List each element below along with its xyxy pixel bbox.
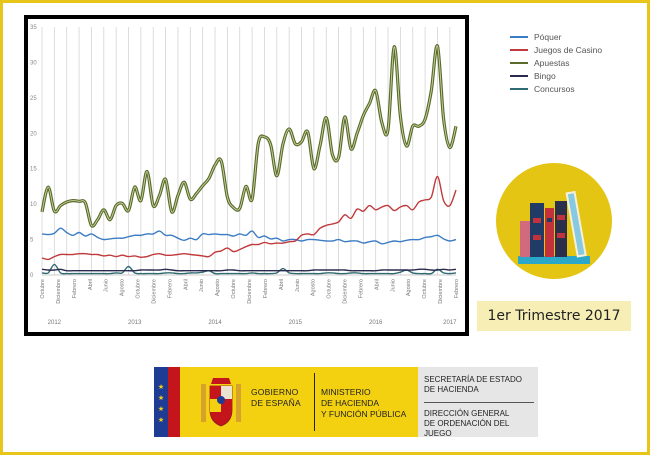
legend-swatch — [510, 61, 528, 64]
year-label: 2017 — [443, 320, 457, 326]
x-tick-label: Febrero — [72, 279, 78, 298]
x-tick-label: Diciembre — [343, 279, 349, 304]
legend-item-poquer: Póquer — [510, 30, 602, 43]
chart-legend: Póquer Juegos de Casino Apuestas Bingo Concu… — [510, 30, 602, 95]
x-tick-label: Diciembre — [438, 279, 444, 304]
svg-text:★: ★ — [158, 405, 164, 413]
x-tick-label: Agosto — [120, 279, 126, 296]
legend-label: Póquer — [534, 31, 562, 42]
government-logo-bar: ★ ★ ★ ★ GOBIERNO DE ESPAÑA MINISTERIO DE… — [154, 367, 538, 439]
x-tick-label: Abril — [374, 279, 380, 290]
ministry-line-3: Y FUNCIÓN PÚBLICA — [321, 409, 407, 419]
sec-line-2: DE HACIENDA — [424, 385, 479, 394]
x-tick-label: Agosto — [406, 279, 412, 296]
x-tick-label: Octubre — [136, 279, 142, 299]
x-tick-label: Diciembre — [56, 279, 62, 304]
dir-line-2: DE ORDENACIÓN DEL JUEGO — [424, 419, 510, 438]
sec-line-1: SECRETARÍA DE ESTADO — [424, 375, 522, 384]
x-tick-label: Abril — [88, 279, 94, 290]
year-label: 2014 — [208, 320, 222, 326]
x-tick-label: Agosto — [215, 279, 221, 296]
directorate-name: DIRECCIÓN GENERAL DE ORDENACIÓN DEL JUEG… — [424, 409, 538, 439]
gov-line-2: DE ESPAÑA — [251, 398, 301, 408]
year-label: 2016 — [369, 320, 383, 326]
legend-swatch — [510, 87, 528, 90]
series-line-juegos-de-casino — [41, 175, 457, 261]
y-tick-label: 20 — [30, 131, 37, 137]
legend-label: Apuestas — [534, 57, 570, 68]
x-tick-label: Abril — [279, 279, 285, 290]
eu-flag-icon: ★ ★ ★ ★ — [154, 367, 168, 437]
legend-item-juegos-de-casino: Juegos de Casino — [510, 43, 602, 56]
gov-line-1: GOBIERNO — [251, 387, 299, 397]
x-tick-label: Junio — [295, 279, 301, 292]
series-line-concursos — [41, 263, 457, 275]
x-tick-label: Diciembre — [151, 279, 157, 304]
x-tick-label: Octubre — [40, 279, 46, 299]
year-label: 2015 — [289, 320, 303, 326]
ministry-line-2: DE HACIENDA — [321, 398, 380, 408]
x-tick-label: Febrero — [263, 279, 269, 298]
x-tick-label: Junio — [390, 279, 396, 292]
ministry-line-1: MINISTERIO — [321, 387, 371, 397]
y-tick-label: 0 — [30, 273, 34, 279]
x-tick-label: Octubre — [422, 279, 428, 299]
ministry-name: MINISTERIO DE HACIENDA Y FUNCIÓN PÚBLICA — [321, 387, 406, 420]
y-tick-label: 35 — [30, 25, 37, 31]
legend-item-concursos: Concursos — [510, 82, 602, 95]
year-label: 2013 — [128, 320, 142, 326]
divider — [424, 402, 534, 403]
legend-label: Bingo — [534, 70, 556, 81]
x-tick-label: Febrero — [358, 279, 364, 298]
svg-text:★: ★ — [158, 394, 164, 402]
svg-text:★: ★ — [158, 416, 164, 424]
year-label: 2012 — [48, 320, 62, 326]
dir-line-1: DIRECCIÓN GENERAL — [424, 409, 510, 418]
legend-item-apuestas: Apuestas — [510, 56, 602, 69]
period-badge: 1er Trimestre 2017 — [477, 301, 631, 331]
legend-swatch — [510, 48, 528, 51]
x-tick-label: Abril — [183, 279, 189, 290]
x-tick-label: Diciembre — [247, 279, 253, 304]
books-icon — [496, 163, 612, 279]
line-chart: 0 5 10 15 20 25 30 35 Octubre Diciembre Febrero Abr… — [30, 25, 460, 326]
y-tick-label: 30 — [30, 60, 37, 66]
chart-panel: 0 5 10 15 20 25 30 35 Octubre Diciembre Febrero Abr… — [24, 15, 469, 336]
legend-label: Concursos — [534, 83, 575, 94]
y-tick-label: 15 — [30, 167, 37, 173]
flag-stripe — [168, 367, 180, 437]
government-name: GOBIERNO DE ESPAÑA — [251, 387, 301, 409]
series-line-poquer — [41, 227, 457, 245]
divider — [314, 373, 315, 431]
period-label: 1er Trimestre 2017 — [487, 308, 621, 324]
legend-label: Juegos de Casino — [534, 44, 603, 55]
x-tick-label: Octubre — [231, 279, 237, 299]
x-tick-label: Agosto — [311, 279, 317, 296]
y-tick-label: 5 — [30, 238, 34, 244]
y-tick-label: 25 — [30, 96, 37, 102]
y-tick-label: 10 — [30, 202, 37, 208]
legend-swatch — [510, 35, 528, 38]
secretariat-name: SECRETARÍA DE ESTADO DE HACIENDA — [424, 375, 522, 395]
series-line-bingo — [41, 268, 457, 272]
x-tick-label: Febrero — [454, 279, 460, 298]
svg-text:★: ★ — [158, 383, 164, 391]
coat-of-arms-icon — [199, 374, 243, 430]
x-tick-label: Octubre — [327, 279, 333, 299]
legend-swatch — [510, 74, 528, 77]
x-tick-label: Junio — [104, 279, 110, 292]
series-line-apuestas-inner — [41, 45, 457, 227]
x-tick-label: Febrero — [167, 279, 173, 298]
x-tick-label: Junio — [199, 279, 205, 292]
legend-item-bingo: Bingo — [510, 69, 602, 82]
